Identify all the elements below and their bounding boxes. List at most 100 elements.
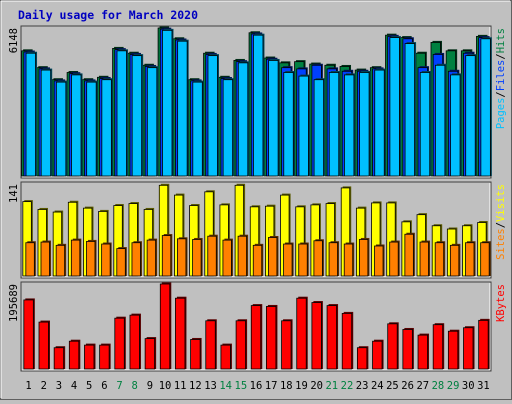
bar-pages-23: [359, 72, 370, 177]
series-pages: [25, 28, 492, 177]
bar-kbytes-5: [84, 344, 95, 370]
bar-sites-29: [449, 244, 460, 277]
bar-pages-12: [192, 81, 203, 177]
x-tick-label: 19: [295, 380, 308, 392]
bar-pages-16: [253, 34, 264, 177]
bar-sites-26: [404, 233, 414, 277]
bar-kbytes-13: [205, 320, 216, 370]
bar-pages-2: [40, 69, 52, 177]
bar-sites-23: [358, 239, 369, 277]
bar-kbytes-16: [250, 305, 262, 370]
bar-kbytes-15: [235, 320, 246, 370]
bar-sites-31: [480, 242, 490, 277]
bar-sites-19: [298, 243, 308, 277]
bar-sites-4: [70, 239, 81, 277]
legend: Sites/Visits: [495, 184, 507, 260]
x-tick-label: 12: [189, 380, 202, 392]
legend-entry-hits: Hits: [495, 28, 507, 53]
x-tick-label: 7: [116, 380, 122, 392]
bar-kbytes-18: [281, 320, 292, 370]
bar-sites-14: [222, 239, 232, 277]
bar-pages-15: [237, 62, 249, 177]
x-tick-label: 20: [310, 380, 323, 392]
x-tick-label: 4: [71, 380, 77, 392]
bar-kbytes-3: [53, 347, 65, 370]
y-max-label: 6148: [8, 28, 20, 53]
bar-kbytes-10: [159, 283, 171, 370]
legend: Pages/Files/Hits: [495, 28, 507, 129]
x-tick-label: 25: [386, 380, 399, 392]
series-kbytes: [23, 282, 490, 370]
y-max-label: 195689: [8, 284, 20, 322]
bar-pages-20: [313, 79, 324, 177]
bar-kbytes-25: [387, 323, 398, 370]
bar-pages-9: [146, 67, 158, 177]
bar-sites-11: [177, 238, 187, 277]
x-tick-label: 26: [401, 380, 414, 392]
bar-kbytes-24: [372, 340, 383, 370]
bar-pages-10: [162, 29, 173, 177]
bar-sites-13: [207, 235, 217, 277]
bar-sites-30: [465, 242, 475, 277]
bar-pages-24: [374, 69, 385, 177]
x-tick-label: 9: [147, 380, 153, 392]
x-tick-label: 24: [371, 380, 384, 392]
legend-entry-files: Files: [495, 60, 507, 92]
bar-kbytes-28: [432, 324, 444, 370]
bar-pages-27: [419, 72, 431, 177]
legend-separator: /: [495, 91, 507, 97]
bar-kbytes-1: [23, 299, 34, 370]
legend-entry-kbytes: KBytes: [495, 284, 507, 322]
bar-sites-2: [40, 241, 50, 277]
x-tick-label: 29: [447, 380, 460, 392]
bar-sites-21: [328, 242, 338, 277]
x-tick-label: 2: [41, 380, 47, 392]
bar-pages-18: [283, 72, 294, 177]
x-tick-label: 16: [250, 380, 263, 392]
legend-entry-visits: Visits: [495, 184, 507, 222]
bar-sites-18: [283, 243, 293, 277]
bar-pages-28: [434, 64, 446, 177]
bar-pages-26: [404, 43, 415, 177]
bar-sites-24: [374, 245, 384, 277]
legend-separator: /: [495, 222, 507, 228]
legend-entry-pages: Pages: [495, 98, 507, 130]
x-tick-label: 22: [341, 380, 354, 392]
bar-kbytes-29: [447, 330, 459, 370]
bar-pages-4: [71, 74, 82, 177]
bar-kbytes-19: [296, 297, 307, 370]
x-tick-label: 6: [101, 380, 107, 392]
x-tick-label: 10: [159, 380, 172, 392]
x-tick-label: 17: [265, 380, 278, 392]
bar-kbytes-30: [463, 327, 474, 370]
bar-pages-30: [465, 55, 476, 177]
bar-kbytes-11: [175, 297, 186, 370]
bar-kbytes-2: [38, 321, 49, 370]
bar-kbytes-4: [68, 340, 80, 370]
bar-sites-3: [55, 244, 66, 277]
x-tick-label: 11: [174, 380, 187, 392]
bar-kbytes-20: [311, 302, 322, 370]
bar-kbytes-8: [129, 314, 140, 370]
bar-sites-16: [252, 244, 263, 277]
bar-sites-1: [25, 242, 35, 277]
bar-pages-8: [131, 55, 143, 177]
x-tick-label: 8: [132, 380, 138, 392]
bar-sites-6: [101, 243, 111, 277]
x-tick-label: 28: [432, 380, 445, 392]
bar-pages-5: [86, 81, 97, 177]
bar-kbytes-12: [190, 339, 201, 370]
panel-kbytes: 195689 KBytes: [8, 281, 507, 372]
bar-sites-10: [161, 235, 172, 277]
legend-separator: /: [495, 53, 507, 59]
bar-kbytes-21: [326, 305, 337, 370]
x-tick-label: 5: [86, 380, 92, 392]
bar-sites-15: [237, 235, 247, 277]
bar-sites-12: [192, 239, 202, 277]
x-tick-label: 18: [280, 380, 293, 392]
bar-pages-14: [222, 79, 234, 177]
bar-pages-7: [116, 50, 127, 177]
x-tick-label: 23: [356, 380, 369, 392]
bar-kbytes-6: [99, 344, 110, 370]
